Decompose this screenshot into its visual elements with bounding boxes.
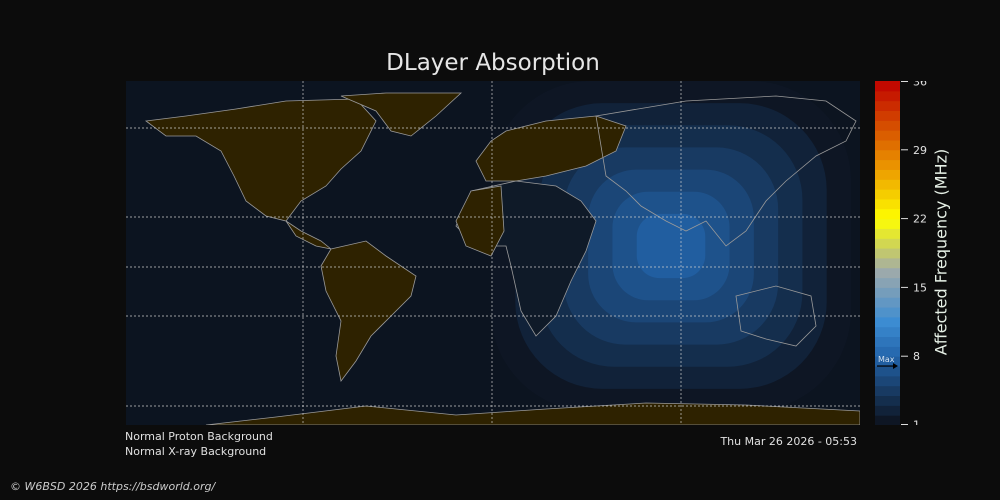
colorbar-band <box>875 375 900 387</box>
europe <box>475 115 627 182</box>
colorbar-band <box>875 218 900 229</box>
colorbar-band <box>875 257 900 269</box>
colorbar-band <box>875 189 900 200</box>
colorbar-band <box>875 287 900 298</box>
land <box>144 92 860 425</box>
colorbar-band <box>875 415 900 425</box>
graticule <box>126 81 860 425</box>
colorbar-band <box>875 346 900 357</box>
colorbar-tick-label: 22 <box>913 213 927 226</box>
colorbar-band <box>875 297 900 308</box>
colorbar-band <box>875 130 900 141</box>
colorbar-band <box>875 139 900 151</box>
colorbar-band <box>875 238 900 249</box>
colorbar-band <box>875 110 900 121</box>
world-map <box>126 81 860 425</box>
colorbar-band <box>875 81 900 92</box>
colorbar-band <box>875 307 900 318</box>
colorbar-band <box>875 267 900 279</box>
north-america <box>144 98 377 222</box>
absorption-overlay <box>491 81 851 411</box>
colorbar-tick-label: 36 <box>913 81 927 89</box>
colorbar-label: Affected Frequency (MHz) <box>931 148 951 356</box>
colorbar-band <box>875 316 900 328</box>
colorbar-band <box>875 395 900 406</box>
colorbar-band <box>875 149 900 161</box>
colorbar-band <box>875 385 900 397</box>
australia <box>735 285 817 347</box>
colorbar-band <box>875 90 900 102</box>
colorbar-band <box>875 326 900 338</box>
colorbar: 36 29 22 15 8 1 Max <box>875 81 927 426</box>
colorbar-band <box>875 169 900 180</box>
colorbar-tick-label: 15 <box>913 281 927 294</box>
colorbar-band <box>875 277 900 288</box>
chart-title: DLayer Absorption <box>386 50 600 76</box>
colorbar-band <box>875 366 900 377</box>
colorbar-tick-label: 1 <box>913 419 920 426</box>
proton-status: Normal Proton Background <box>125 430 273 443</box>
colorbar-band <box>875 356 900 367</box>
copyright-footer: © W6BSD 2026 https://bsdworld.org/ <box>10 480 216 493</box>
colorbar-tick-label: 8 <box>913 350 920 363</box>
asia <box>595 95 857 247</box>
xray-status: Normal X-ray Background <box>125 445 267 458</box>
colorbar-band <box>875 228 900 239</box>
colorbar-band <box>875 159 900 170</box>
colorbar-band <box>875 336 900 347</box>
max-label: Max <box>878 355 895 364</box>
max-marker: Max <box>877 355 898 370</box>
timestamp: Thu Mar 26 2026 - 05:53 <box>720 435 857 448</box>
colorbar-band <box>875 100 900 111</box>
colorbar-band <box>875 120 900 131</box>
greenland <box>340 92 463 137</box>
colorbar-band <box>875 208 900 220</box>
colorbar-band <box>875 198 900 210</box>
colorbar-band <box>875 405 900 416</box>
colorbar-band <box>875 179 900 190</box>
colorbar-tick-label: 29 <box>913 144 927 157</box>
south-america <box>320 240 417 382</box>
colorbar-band <box>875 248 900 259</box>
